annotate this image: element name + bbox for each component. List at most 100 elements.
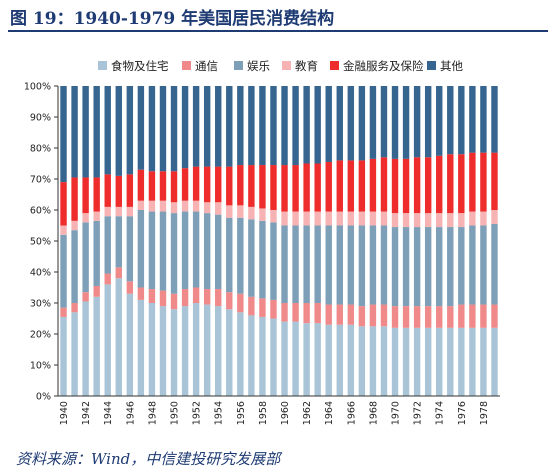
bar-segment-1964-s2: [325, 225, 332, 305]
bar-segment-1964-s4: [325, 161, 332, 212]
bar-segment-1967-s0: [358, 326, 366, 396]
bar-segment-1977-s2: [469, 225, 476, 305]
bar-segment-1973-s1: [424, 306, 432, 328]
bar-segment-1956-s3: [237, 205, 244, 218]
bar-segment-1954-s3: [215, 202, 222, 215]
x-axis: 1940 1942 1944 1946 1948 1950 1952 1954 1956 1958…: [58, 395, 500, 425]
bar-segment-1945-s3: [115, 206, 122, 217]
y-tick-label: 40%: [30, 268, 51, 279]
bar-segment-1943-s3: [93, 211, 100, 221]
bar-segment-1951-s1: [181, 289, 189, 307]
bar-segment-1958-s3: [259, 208, 266, 221]
bar-segment-1966-s0: [347, 324, 355, 396]
x-tick-label: 1956: [236, 401, 247, 425]
bar-segment-1946-s5: [126, 86, 134, 175]
bar-segment-1970-s1: [391, 306, 399, 328]
bar-segment-1974-s5: [436, 86, 443, 156]
bar-segment-1944-s5: [104, 86, 111, 175]
bar-segment-1942-s5: [82, 86, 89, 178]
bar-segment-1962-s2: [303, 225, 310, 303]
bar-segment-1941-s0: [71, 312, 78, 396]
bar-segment-1960-s1: [281, 303, 288, 322]
bar-segment-1971-s5: [402, 86, 410, 159]
bar-segment-1979-s3: [491, 210, 498, 224]
bar-segment-1968-s5: [369, 86, 377, 159]
bar-segment-1944-s3: [104, 206, 111, 217]
bar-segment-1977-s5: [469, 86, 476, 153]
bar-segment-1946-s3: [126, 206, 134, 217]
bar-segment-1952-s2: [192, 211, 200, 288]
bar-segment-1954-s4: [215, 166, 222, 203]
bar-segment-1977-s1: [469, 304, 476, 328]
bar-segment-1941-s4: [71, 177, 78, 221]
bar-segment-1953-s2: [203, 213, 211, 290]
x-tick-label: 1960: [280, 401, 291, 425]
bar-segment-1946-s4: [126, 174, 134, 207]
bar-segment-1949-s5: [159, 86, 167, 172]
bar-segment-1978-s1: [480, 304, 487, 328]
bar-segment-1977-s4: [469, 152, 476, 212]
bar-segment-1955-s5: [226, 86, 233, 167]
bar-segment-1952-s3: [192, 200, 200, 212]
bar-segment-1945-s4: [115, 175, 122, 207]
bar-segment-1956-s0: [237, 312, 244, 396]
legend-label-3: 教育: [295, 59, 318, 73]
bar-segment-1979-s1: [491, 304, 498, 328]
bar-segment-1979-s5: [491, 86, 498, 153]
bar-segment-1942-s2: [82, 222, 89, 293]
x-tick-label: 1942: [81, 401, 92, 425]
bar-segment-1978-s5: [480, 86, 487, 153]
bar-segment-1950-s4: [170, 171, 178, 203]
bar-segment-1940-s4: [60, 182, 67, 226]
bar-segment-1968-s3: [369, 211, 377, 226]
bar-segment-1960-s4: [281, 165, 288, 212]
x-tick-label: 1940: [59, 401, 70, 425]
bar-segment-1962-s0: [303, 323, 310, 396]
bar-segment-1969-s5: [380, 86, 388, 158]
bar-segment-1951-s3: [181, 200, 189, 212]
bar-segment-1948-s2: [148, 211, 156, 290]
bar-segment-1959-s3: [270, 210, 277, 223]
bar-segment-1972-s5: [413, 86, 421, 158]
bar-segment-1964-s3: [325, 211, 332, 226]
bar-segment-1942-s0: [82, 301, 89, 396]
legend-label-4: 金融服务及保险: [343, 59, 424, 73]
x-tick-label: 1970: [391, 401, 402, 425]
bar-segment-1966-s4: [347, 160, 355, 212]
bar-segment-1959-s4: [270, 165, 277, 210]
x-tick-label: 1950: [170, 401, 181, 425]
bar-segment-1946-s2: [126, 216, 134, 282]
legend-swatch-4: [330, 61, 339, 70]
bar-segment-1968-s0: [369, 326, 377, 396]
bar-segment-1976-s3: [458, 213, 465, 228]
bar-segment-1975-s5: [447, 86, 454, 155]
bar-segment-1972-s1: [413, 306, 421, 328]
legend-swatch-5: [427, 61, 436, 70]
bar-segment-1959-s1: [270, 299, 277, 319]
bar-segment-1941-s3: [71, 220, 78, 231]
legend-swatch-3: [282, 61, 291, 70]
y-tick-label: 10%: [30, 361, 51, 372]
bar-segment-1960-s0: [281, 321, 288, 396]
bar-segment-1961-s3: [292, 211, 299, 226]
bar-segment-1975-s3: [447, 213, 454, 228]
bar-segment-1944-s0: [104, 284, 111, 396]
bar-segment-1963-s5: [314, 86, 321, 164]
bar-segment-1951-s0: [181, 306, 189, 396]
bar-segment-1972-s0: [413, 327, 421, 396]
bar-segment-1965-s4: [336, 160, 343, 212]
bar-segment-1950-s2: [170, 213, 178, 294]
bar-segment-1945-s1: [115, 267, 122, 279]
bar-segment-1960-s5: [281, 86, 288, 166]
bar-segment-1940-s0: [60, 316, 67, 396]
x-tick-label: 1966: [346, 401, 357, 425]
y-axis: 0% 10% 20% 30% 40% 50% 60% 70% 80% 90% 100%: [24, 82, 59, 403]
bar-segment-1950-s0: [170, 309, 178, 396]
bar-segment-1944-s1: [104, 273, 111, 285]
legend: 食物及住宅 通信 娱乐 教育 金融服务及保险 其他: [98, 59, 463, 73]
bar-segment-1945-s0: [115, 278, 122, 396]
y-tick-label: 0%: [36, 392, 51, 403]
x-tick-label: 1968: [368, 401, 379, 425]
bar-segment-1967-s1: [358, 306, 366, 327]
x-tick-label: 1946: [125, 401, 136, 425]
